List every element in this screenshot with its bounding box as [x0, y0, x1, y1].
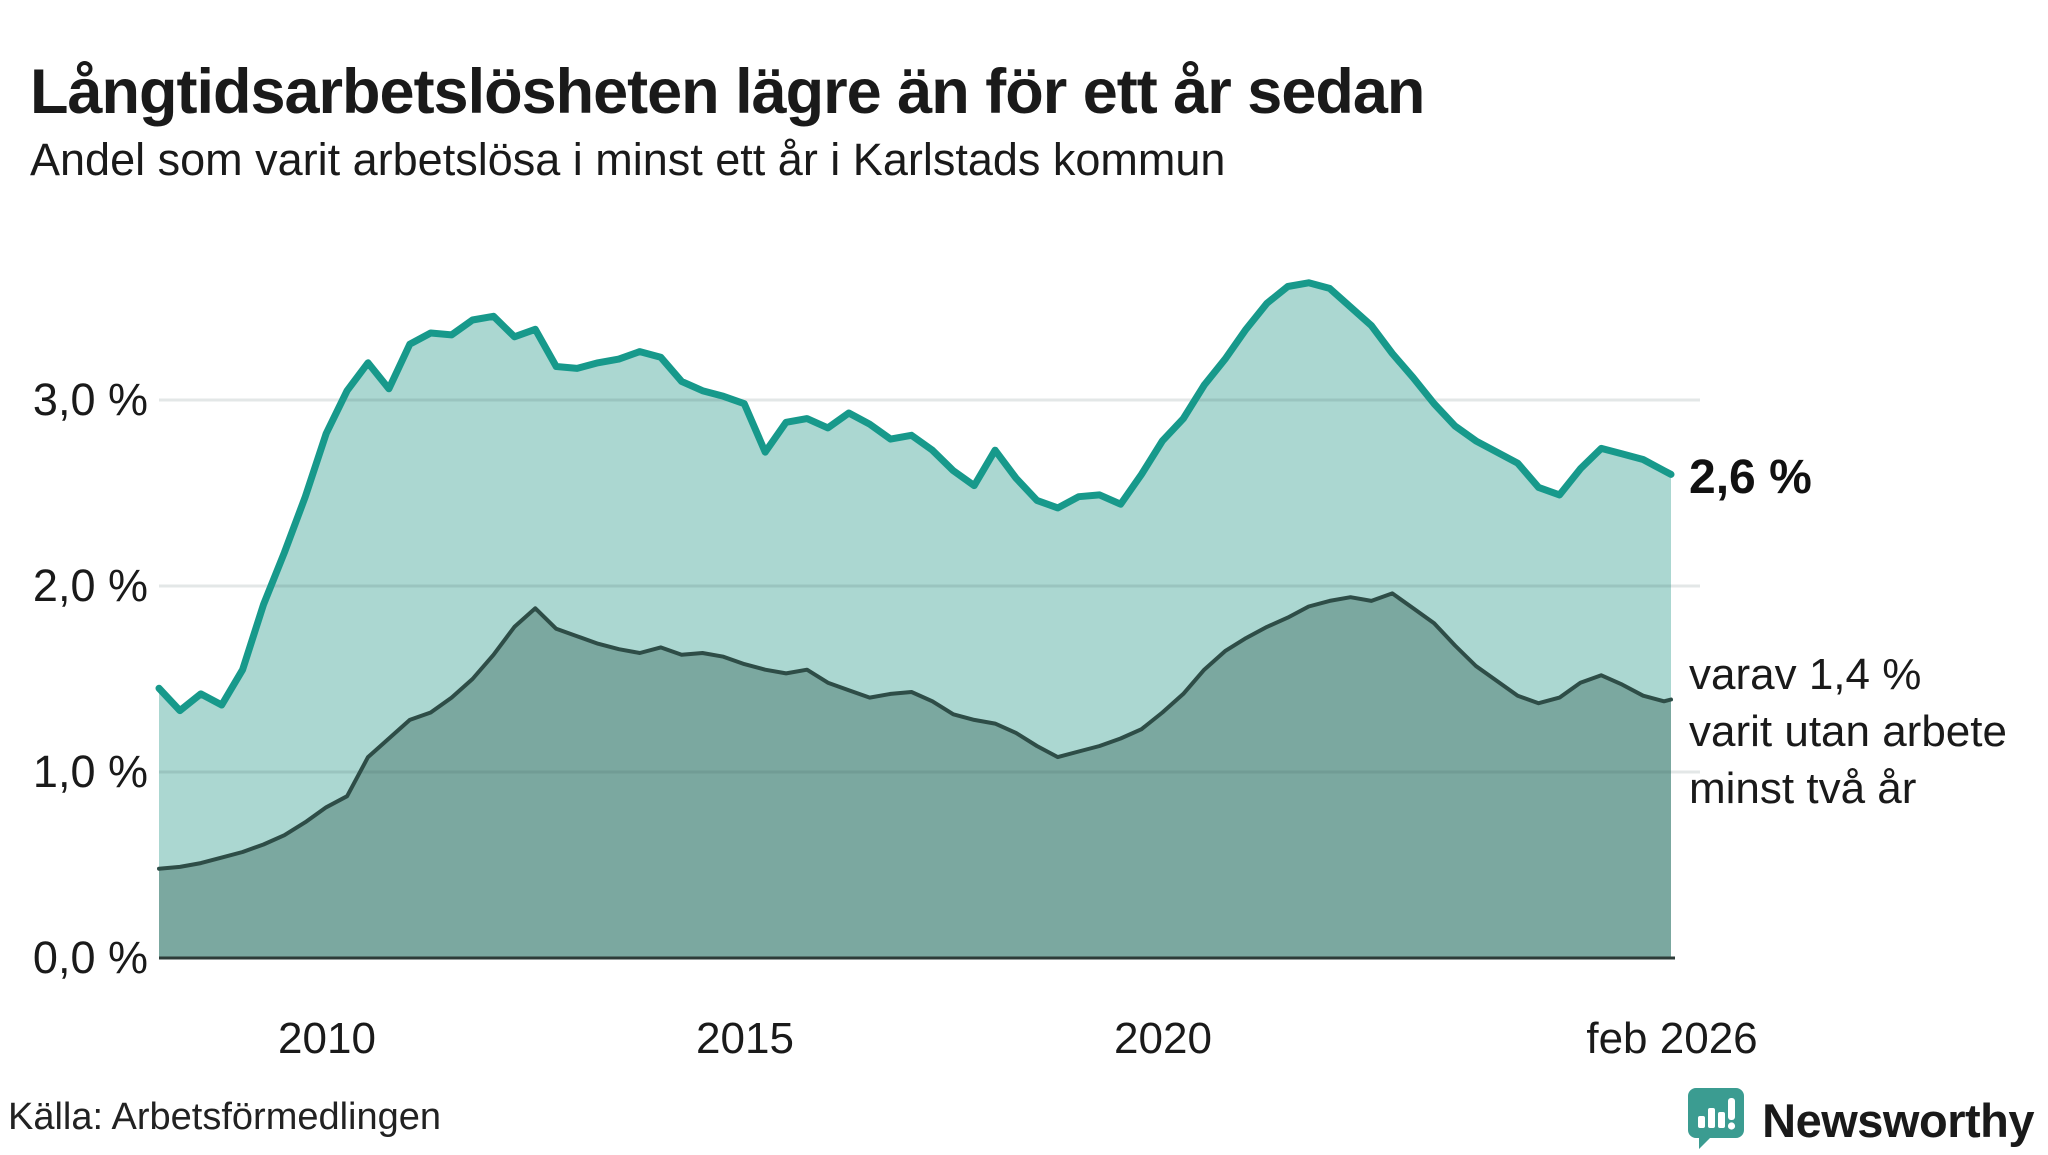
- y-tick-1: 1,0 %: [32, 746, 148, 797]
- line-series-0: [155, 279, 1675, 715]
- x-tick-2015: 2015: [696, 1014, 794, 1063]
- line-series-1: [157, 591, 1673, 871]
- y-tick-0: 0,0 %: [32, 932, 148, 983]
- subset-label-line-3: minst två år: [1689, 764, 1917, 813]
- area-fills: [159, 282, 1671, 958]
- newsworthy-speech-bubble-chart-icon: [1686, 1086, 1748, 1155]
- total-series-end-label: 2,6 %: [1689, 451, 1812, 504]
- y-tick-3: 3,0 %: [32, 374, 148, 425]
- newsworthy-logo: Newsworthy: [1686, 1086, 2034, 1155]
- x-tick-2010: 2010: [278, 1014, 376, 1063]
- newsworthy-wordmark: Newsworthy: [1762, 1094, 2034, 1147]
- page-title: Långtidsarbetslösheten lägre än för ett …: [30, 57, 1425, 128]
- source-note: Källa: Arbetsförmedlingen: [8, 1096, 442, 1138]
- subset-label-line-1: varav 1,4 %: [1689, 650, 1922, 699]
- chart-subtitle: Andel som varit arbetslösa i minst ett å…: [30, 134, 1226, 185]
- gridlines: [159, 398, 1700, 774]
- series-lines: [155, 279, 1675, 871]
- subset-label-line-2: varit utan arbete: [1689, 707, 2007, 756]
- x-tick-feb-2026: feb 2026: [1586, 1014, 1758, 1063]
- x-tick-2020: 2020: [1114, 1014, 1212, 1063]
- y-tick-2: 2,0 %: [32, 560, 148, 611]
- area-fill-series-1: [159, 593, 1671, 958]
- subset-series-end-label: varav 1,4 % varit utan arbete minst två …: [1689, 646, 2007, 817]
